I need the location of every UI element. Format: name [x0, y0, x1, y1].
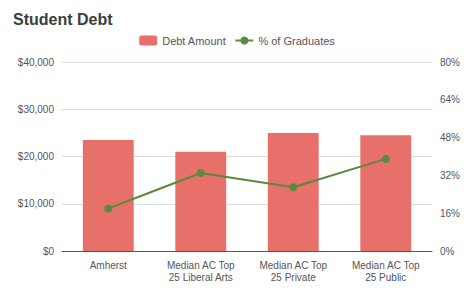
svg-text:Median AC Top: Median AC Top [352, 260, 420, 271]
svg-text:Debt Amount: Debt Amount [162, 35, 226, 47]
svg-text:64%: 64% [440, 94, 460, 105]
svg-text:25 Public: 25 Public [365, 272, 406, 283]
svg-text:0%: 0% [440, 246, 455, 257]
svg-text:25 Private: 25 Private [271, 272, 316, 283]
svg-text:48%: 48% [440, 132, 460, 143]
svg-text:% of Graduates: % of Graduates [258, 35, 335, 47]
svg-text:Student Debt: Student Debt [13, 11, 113, 28]
svg-text:$0: $0 [43, 246, 55, 257]
svg-text:Median AC Top: Median AC Top [259, 260, 327, 271]
svg-text:32%: 32% [440, 170, 460, 181]
svg-text:Median AC Top: Median AC Top [167, 260, 235, 271]
svg-text:16%: 16% [440, 208, 460, 219]
svg-text:$20,000: $20,000 [18, 151, 55, 162]
svg-text:80%: 80% [440, 57, 460, 68]
svg-text:Amherst: Amherst [90, 260, 127, 271]
svg-text:$40,000: $40,000 [18, 57, 55, 68]
svg-text:25 Liberal Arts: 25 Liberal Arts [169, 272, 233, 283]
svg-text:$30,000: $30,000 [18, 104, 55, 115]
svg-text:$10,000: $10,000 [18, 198, 55, 209]
